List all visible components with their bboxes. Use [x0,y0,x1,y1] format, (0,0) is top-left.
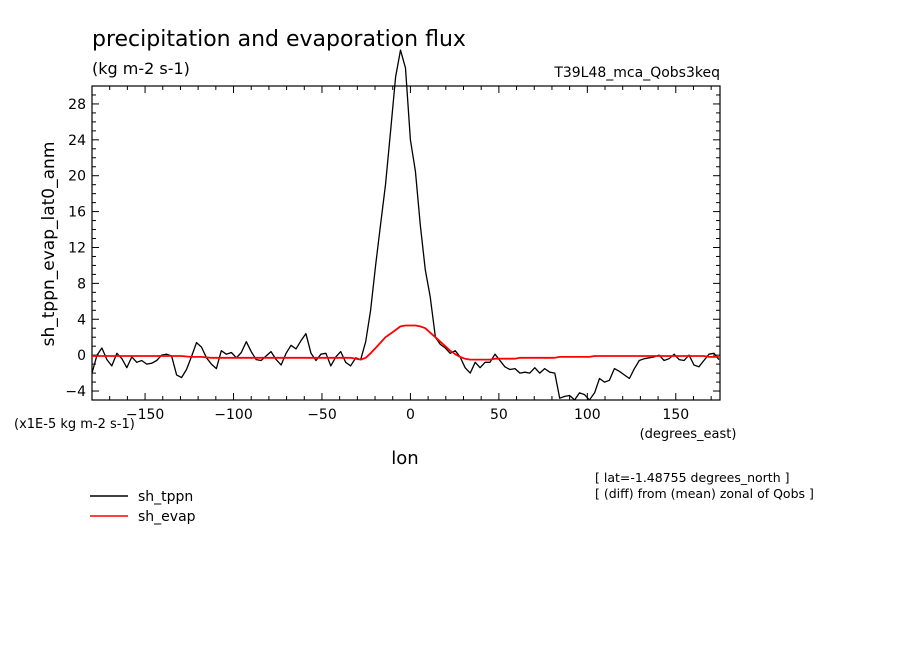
x-tick-label: 0 [406,407,415,423]
legend: sh_tppn sh_evap [90,489,196,525]
y-tick-label: 16 [68,205,86,221]
y-tick-label: 28 [68,97,86,113]
annotation-diff: [ (diff) from (mean) zonal of Qobs ] [595,486,814,501]
x-axis-label: lon [391,448,418,469]
series-line-sh-evap [92,324,719,361]
y-tick-label: 4 [77,312,86,328]
x-tick-label: −50 [307,407,337,423]
chart-title: precipitation and evaporation flux [92,27,466,52]
y-tick-label: 0 [77,348,86,364]
plot-frame [91,85,721,401]
y-tick-label: 20 [68,169,86,185]
x-tick-label: −150 [126,407,164,423]
chart-subtitle: (kg m-2 s-1) [92,59,190,78]
annotation-lat: [ lat=-1.48755 degrees_north ] [595,470,789,485]
x-tick-label: 100 [574,407,601,423]
y-tick-label: 12 [68,240,86,256]
y-tick-label: 24 [68,133,86,149]
series-line-sh-tppn [92,49,720,400]
y-axis-label: sh_tppn_evap_lat0_anm [39,142,59,347]
legend-label-sh-evap: sh_evap [138,509,196,525]
legend-label-sh-tppn: sh_tppn [138,489,193,505]
x-tick-label: −100 [214,407,252,423]
y-tick-label: 8 [77,276,86,292]
x-units-label: (degrees_east) [640,427,737,442]
y-tick-label: −4 [65,384,86,400]
x-tick-label: 150 [662,407,689,423]
x-tick-label: 50 [490,407,508,423]
y-scale-note: (x1E-5 kg m-2 s-1) [14,417,135,432]
plot-area: −4 0 4 8 12 16 20 24 28 −150 −100 −50 0 50 100 150 [65,49,721,423]
dataset-label: T39L48_mca_Qobs3keq [553,65,720,81]
